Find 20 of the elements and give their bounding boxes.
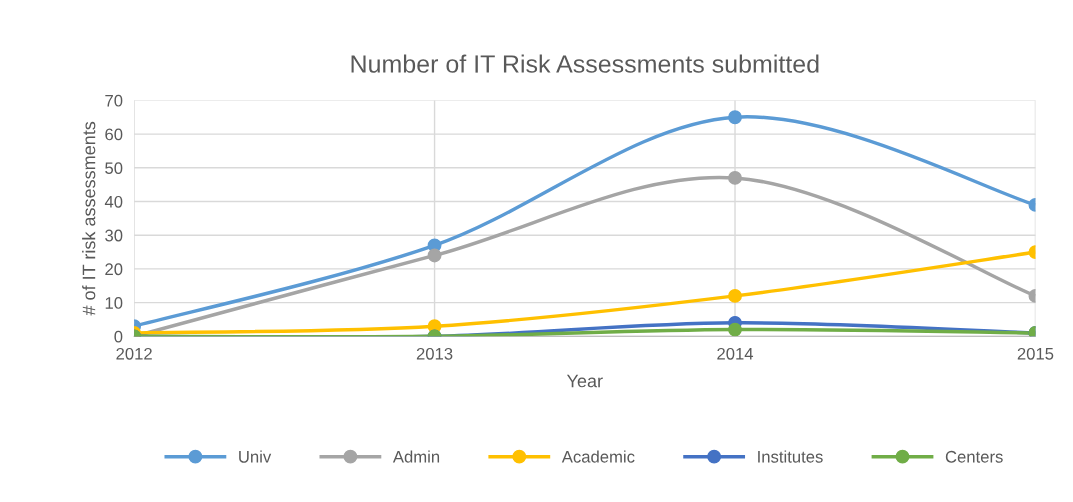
legend-label: Admin bbox=[392, 450, 440, 463]
y-tick-label: 60 bbox=[105, 128, 123, 141]
y-tick-label: 10 bbox=[105, 297, 123, 309]
y-tick-label: 70 bbox=[105, 94, 123, 107]
y-tick-label: 20 bbox=[105, 263, 123, 276]
y-tick-label: 0 bbox=[114, 330, 123, 343]
x-tick-label: 2013 bbox=[416, 347, 453, 360]
x-axis-title: Year bbox=[566, 374, 603, 388]
y-tick-label: 50 bbox=[105, 162, 123, 175]
legend-label: Univ bbox=[239, 450, 272, 463]
y-tick-label: 40 bbox=[104, 195, 123, 208]
legend-label: Academic bbox=[561, 450, 635, 463]
y-tick-label: 30 bbox=[105, 229, 123, 242]
x-tick-label: 2015 bbox=[1017, 347, 1054, 360]
x-tick-label: 2014 bbox=[717, 347, 754, 360]
legend-label: Centers bbox=[945, 450, 1003, 463]
x-tick-label: 2012 bbox=[116, 347, 152, 360]
chart-title: Number of IT Risk Assessments submitted bbox=[351, 54, 819, 73]
y-axis-title: # of IT risk assessments bbox=[82, 121, 96, 316]
legend-label: Institutes bbox=[758, 450, 823, 463]
